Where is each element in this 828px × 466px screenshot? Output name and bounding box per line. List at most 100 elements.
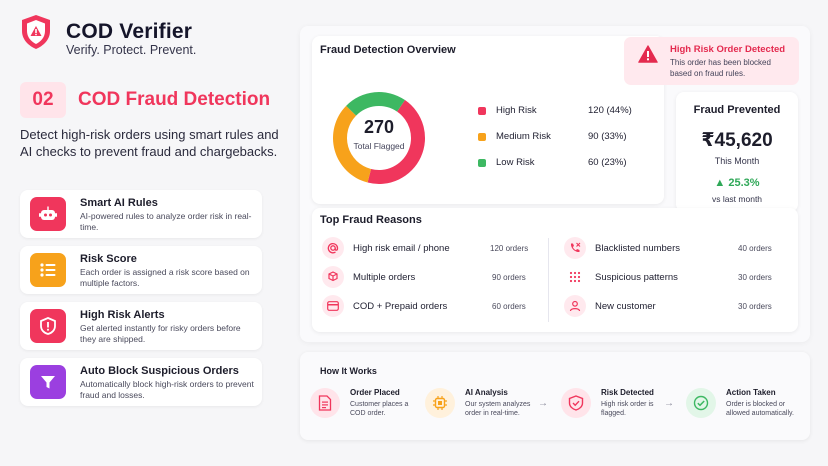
prevented-amount: ₹45,620 xyxy=(701,130,773,151)
donut-segment-medium-risk xyxy=(333,105,372,183)
alert-desc: This order has been blocked based on fra… xyxy=(670,58,771,78)
arrow-icon: → xyxy=(538,398,548,409)
prevented-period: This Month xyxy=(714,156,760,166)
arrow-icon: → xyxy=(664,398,674,409)
shield-logo-icon xyxy=(22,15,50,49)
reason-high-risk-email: High risk email / phone xyxy=(322,237,450,259)
reason-count: 60 orders xyxy=(492,302,526,311)
top-fraud-reasons-card: Top Fraud Reasons xyxy=(312,208,798,332)
legend-label: Medium Risk xyxy=(496,131,551,142)
document-icon xyxy=(310,388,340,418)
legend-low-risk: Low Risk 60 (23%) xyxy=(478,157,627,168)
feature-title: Risk Score xyxy=(80,253,137,265)
grid-dots-icon xyxy=(564,266,586,288)
legend-value: 120 (44%) xyxy=(588,105,632,116)
reason-label: Blacklisted numbers xyxy=(595,242,681,254)
warning-icon xyxy=(638,45,658,63)
filter-icon xyxy=(30,365,66,399)
legend-swatch xyxy=(478,106,486,115)
reason-new-customer: New customer xyxy=(564,295,656,317)
step-title: Risk Detected xyxy=(601,388,654,397)
feature-desc: Automatically block high-risk orders to … xyxy=(80,379,254,400)
feature-desc: Get alerted instantly for risky orders b… xyxy=(80,323,241,344)
reason-count: 30 orders xyxy=(738,302,772,311)
high-risk-alert[interactable]: High Risk Order Detected This order has … xyxy=(624,37,799,85)
prevented-change: ▲ 25.3% xyxy=(676,177,798,189)
reason-blacklisted-numbers: Blacklisted numbers xyxy=(564,237,680,259)
feature-card-risk-score: Risk Score Each order is assigned a risk… xyxy=(20,246,262,294)
how-title: How It Works xyxy=(320,366,377,376)
step-title: Order Placed xyxy=(350,388,400,397)
legend-value: 60 (23%) xyxy=(588,157,627,168)
robot-icon xyxy=(30,197,66,231)
reason-cod-prepaid: COD + Prepaid orders xyxy=(322,295,447,317)
overview-title: Fraud Detection Overview xyxy=(320,44,456,56)
step-desc: Our system analyzes order in real-time. xyxy=(465,401,531,417)
feature-title: High Risk Alerts xyxy=(80,309,165,321)
list-icon xyxy=(30,253,66,287)
step-desc: Customer places a COD order. xyxy=(350,401,409,417)
step-ai-analysis: AI Analysis Our system analyzes order in… xyxy=(425,388,537,418)
prevented-change-value: 25.3% xyxy=(728,177,760,189)
step-risk-detected: Risk Detected High risk order is flagged… xyxy=(561,388,661,418)
reason-suspicious-patterns: Suspicious patterns xyxy=(564,266,678,288)
step-order-placed: Order Placed Customer places a COD order… xyxy=(310,388,422,418)
donut-segment-high-risk xyxy=(367,100,425,184)
shield-alert-icon xyxy=(30,309,66,343)
reason-multiple-orders: Multiple orders xyxy=(322,266,415,288)
reason-label: New customer xyxy=(595,300,656,312)
feature-card-high-risk-alerts: High Risk Alerts Get alerted instantly f… xyxy=(20,302,262,350)
legend-label: High Risk xyxy=(496,105,537,116)
reason-count: 40 orders xyxy=(738,244,772,253)
reasons-divider xyxy=(548,238,549,322)
legend-medium-risk: Medium Risk 90 (33%) xyxy=(478,131,627,142)
reason-label: COD + Prepaid orders xyxy=(353,300,448,312)
step-title: AI Analysis xyxy=(465,388,508,397)
fraud-donut-chart xyxy=(333,92,425,184)
section-title: COD Fraud Detection xyxy=(78,89,271,110)
legend-high-risk: High Risk 120 (44%) xyxy=(478,105,632,116)
section-number: 02 xyxy=(20,82,66,118)
reason-label: High risk email / phone xyxy=(353,242,450,254)
legend-swatch xyxy=(478,158,486,167)
up-arrow-icon: ▲ xyxy=(714,177,726,189)
chip-icon xyxy=(425,388,455,418)
feature-desc: AI-powered rules to analyze order risk i… xyxy=(80,211,252,232)
step-desc: High risk order is flagged. xyxy=(601,401,654,417)
legend-swatch xyxy=(478,132,486,141)
donut-total-label: Total Flagged xyxy=(353,141,405,151)
how-it-works-panel: How It Works xyxy=(300,352,810,440)
feature-title: Auto Block Suspicious Orders xyxy=(80,365,239,377)
boxes-icon xyxy=(322,266,344,288)
fraud-overview-card: Fraud Detection Overview xyxy=(312,36,664,204)
at-sign-icon xyxy=(322,237,344,259)
check-circle-icon xyxy=(686,388,716,418)
reason-count: 90 orders xyxy=(492,273,526,282)
card-icon xyxy=(322,295,344,317)
reasons-title: Top Fraud Reasons xyxy=(320,214,422,226)
step-desc: Order is blocked or allowed automaticall… xyxy=(726,401,794,417)
donut-total-value: 270 xyxy=(363,117,395,137)
legend-label: Low Risk xyxy=(496,157,535,168)
brand-title: COD Verifier xyxy=(66,20,193,43)
fraud-prevented-card: Fraud Prevented ₹45,620 This Month ▲ 25.… xyxy=(676,92,798,212)
alert-title: High Risk Order Detected xyxy=(670,44,786,55)
step-action-taken: Action Taken Order is blocked or allowed… xyxy=(686,388,804,418)
prevented-compare: vs last month xyxy=(711,194,763,204)
shield-check-icon xyxy=(561,388,591,418)
donut-center: 270 Total Flagged xyxy=(349,117,409,152)
step-title: Action Taken xyxy=(726,388,776,397)
legend-value: 90 (33%) xyxy=(588,131,627,142)
brand: COD Verifier xyxy=(20,14,192,50)
donut-segment-low-risk xyxy=(346,92,405,116)
feature-title: Smart AI Rules xyxy=(80,197,158,209)
section-header: 02 COD Fraud Detection xyxy=(20,82,270,118)
section-description: Detect high-risk orders using smart rule… xyxy=(20,127,279,159)
reason-count: 30 orders xyxy=(738,273,772,282)
prevented-title: Fraud Prevented xyxy=(693,104,781,116)
user-icon xyxy=(564,295,586,317)
feature-card-auto-block: Auto Block Suspicious Orders Automatical… xyxy=(20,358,262,406)
feature-card-smart-ai-rules: Smart AI Rules AI-powered rules to analy… xyxy=(20,190,262,238)
reason-count: 120 orders xyxy=(490,244,529,253)
reason-label: Multiple orders xyxy=(353,271,416,283)
